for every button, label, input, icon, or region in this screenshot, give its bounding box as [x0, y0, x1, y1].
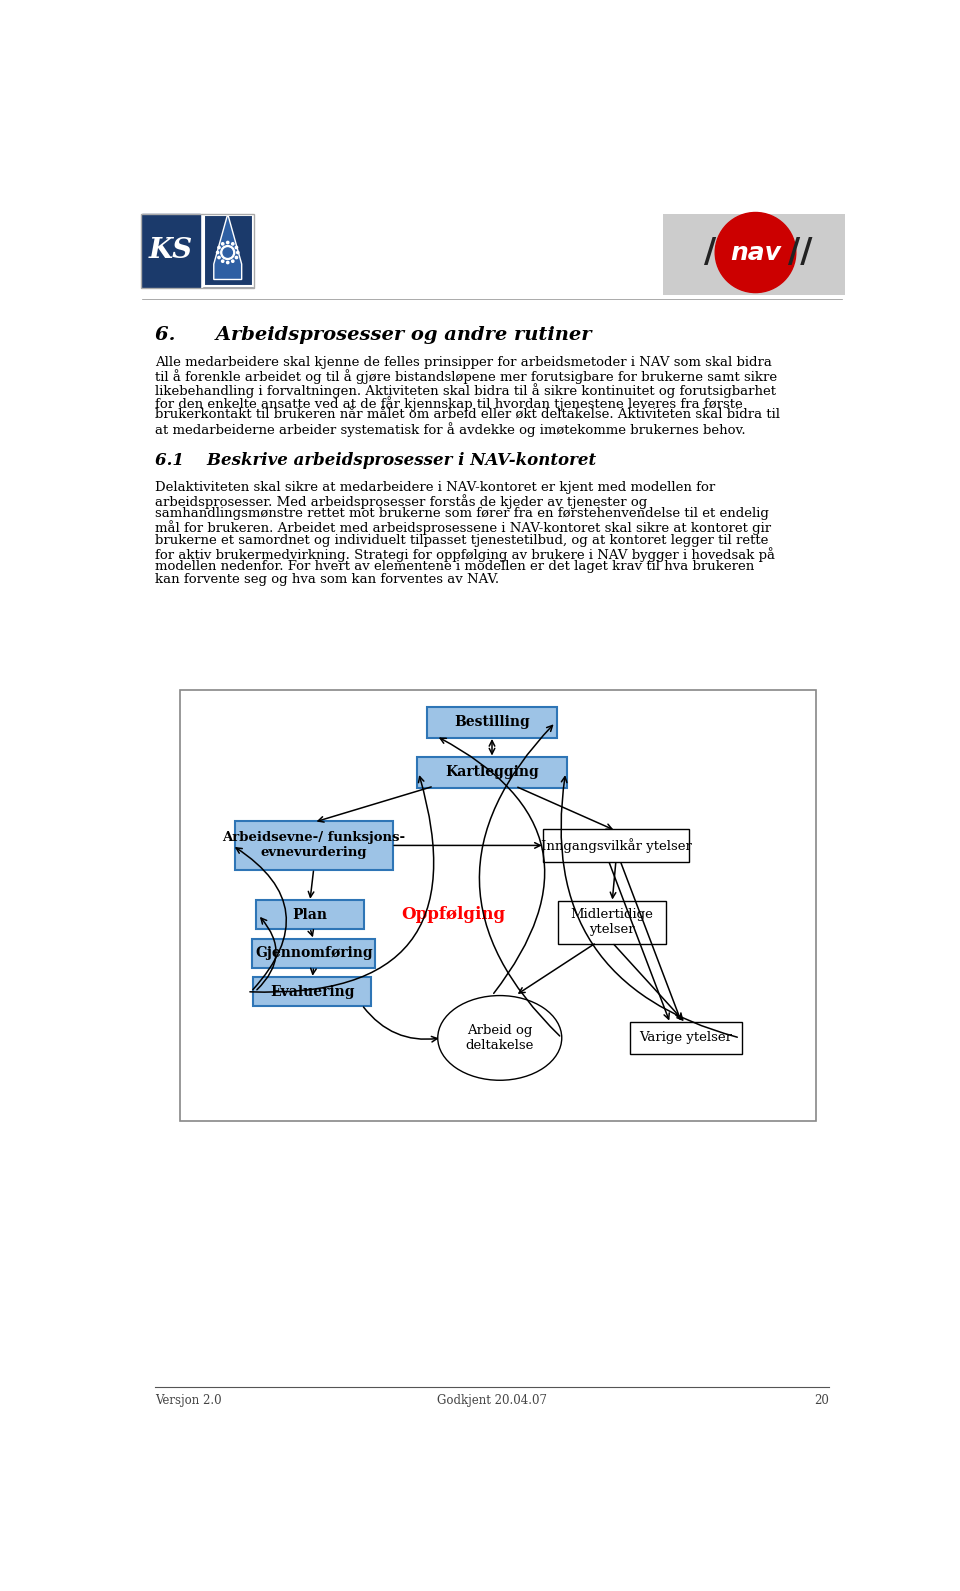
- Circle shape: [218, 247, 220, 248]
- Text: Alle medarbeidere skal kjenne de felles prinsipper for arbeidsmetoder i NAV som : Alle medarbeidere skal kjenne de felles …: [155, 356, 772, 369]
- FancyBboxPatch shape: [542, 829, 689, 862]
- Text: Delaktiviteten skal sikre at medarbeidere i NAV-kontoret er kjent med modellen f: Delaktiviteten skal sikre at medarbeider…: [155, 480, 715, 495]
- Text: arbeidsprosesser. Med arbeidsprosesser forstås de kjeder av tjenester og: arbeidsprosesser. Med arbeidsprosesser f…: [155, 495, 647, 509]
- Circle shape: [221, 245, 234, 259]
- FancyBboxPatch shape: [256, 901, 364, 929]
- FancyBboxPatch shape: [662, 215, 845, 294]
- FancyBboxPatch shape: [417, 757, 567, 788]
- Text: Godkjent 20.04.07: Godkjent 20.04.07: [437, 1394, 547, 1406]
- FancyBboxPatch shape: [203, 215, 253, 286]
- Text: Bestilling: Bestilling: [454, 716, 530, 729]
- Text: Varige ytelser: Varige ytelser: [639, 1031, 732, 1044]
- Polygon shape: [214, 215, 242, 280]
- FancyBboxPatch shape: [234, 821, 393, 870]
- Text: 20: 20: [814, 1394, 829, 1406]
- Text: Gjennomføring: Gjennomføring: [255, 947, 372, 961]
- Circle shape: [235, 256, 238, 259]
- FancyBboxPatch shape: [180, 690, 816, 1122]
- Text: Arbeid og
deltakelse: Arbeid og deltakelse: [466, 1025, 534, 1052]
- Circle shape: [222, 259, 224, 263]
- Text: Inngangsvilkår ytelser: Inngangsvilkår ytelser: [540, 838, 691, 853]
- Text: Versjon 2.0: Versjon 2.0: [155, 1394, 222, 1406]
- Text: 6.1    Beskrive arbeidsprosesser i NAV-kontoret: 6.1 Beskrive arbeidsprosesser i NAV-kont…: [155, 452, 596, 469]
- FancyBboxPatch shape: [142, 215, 200, 286]
- Text: nav: nav: [730, 240, 780, 264]
- Circle shape: [715, 213, 796, 293]
- FancyBboxPatch shape: [559, 901, 666, 943]
- Text: for den enkelte ansatte ved at de får kjennskap til hvordan tjenestene leveres f: for den enkelte ansatte ved at de får kj…: [155, 396, 743, 410]
- Text: Plan: Plan: [293, 908, 327, 921]
- FancyBboxPatch shape: [426, 706, 558, 738]
- FancyBboxPatch shape: [252, 939, 375, 967]
- Circle shape: [236, 251, 239, 253]
- Text: Arbeidsevne-/ funksjons-
evnevurdering: Arbeidsevne-/ funksjons- evnevurdering: [222, 832, 405, 859]
- Text: 6.      Arbeidsprosesser og andre rutiner: 6. Arbeidsprosesser og andre rutiner: [155, 326, 591, 344]
- Ellipse shape: [438, 996, 562, 1080]
- Text: at medarbeiderne arbeider systematisk for å avdekke og imøtekomme brukernes beho: at medarbeiderne arbeider systematisk fo…: [155, 422, 746, 438]
- Text: for aktiv brukermedvirkning. Strategi for oppfølging av brukere i NAV bygger i h: for aktiv brukermedvirkning. Strategi fo…: [155, 547, 775, 562]
- FancyBboxPatch shape: [253, 977, 372, 1007]
- Text: samhandlingsmønstre rettet mot brukerne som fører fra en førstehenvendelse til e: samhandlingsmønstre rettet mot brukerne …: [155, 508, 769, 520]
- Text: kan forvente seg og hva som kan forventes av NAV.: kan forvente seg og hva som kan forvente…: [155, 573, 499, 585]
- Circle shape: [235, 247, 238, 248]
- Circle shape: [227, 242, 228, 243]
- FancyBboxPatch shape: [630, 1021, 741, 1055]
- Circle shape: [218, 256, 220, 259]
- Circle shape: [231, 259, 234, 263]
- Text: Midlertidige
ytelser: Midlertidige ytelser: [570, 908, 654, 937]
- Text: brukerne et samordnet og individuelt tilpasset tjenestetilbud, og at kontoret le: brukerne et samordnet og individuelt til…: [155, 533, 768, 547]
- Circle shape: [217, 251, 219, 253]
- Text: /: /: [705, 235, 717, 269]
- Text: Oppfølging: Oppfølging: [401, 907, 505, 923]
- Text: likebehandling i forvaltningen. Aktiviteten skal bidra til å sikre kontinuitet o: likebehandling i forvaltningen. Aktivite…: [155, 383, 776, 398]
- Text: Evaluering: Evaluering: [270, 985, 354, 999]
- Text: //: //: [788, 235, 813, 269]
- Text: til å forenkle arbeidet og til å gjøre bistandsløpene mer forutsigbare for bruke: til å forenkle arbeidet og til å gjøre b…: [155, 369, 777, 385]
- Text: mål for brukeren. Arbeidet med arbeidsprosessene i NAV-kontoret skal sikre at ko: mål for brukeren. Arbeidet med arbeidspr…: [155, 520, 771, 535]
- Text: brukerkontakt til brukeren når målet om arbeid eller økt deltakelse. Aktiviteten: brukerkontakt til brukeren når målet om …: [155, 409, 780, 422]
- Text: KS: KS: [148, 237, 192, 264]
- Text: modellen nedenfor. For hvert av elementene i modellen er det laget krav til hva : modellen nedenfor. For hvert av elemente…: [155, 560, 755, 573]
- Circle shape: [223, 248, 232, 258]
- Circle shape: [227, 261, 228, 264]
- Circle shape: [231, 243, 234, 245]
- Circle shape: [222, 243, 224, 245]
- Text: Kartlegging: Kartlegging: [445, 765, 539, 780]
